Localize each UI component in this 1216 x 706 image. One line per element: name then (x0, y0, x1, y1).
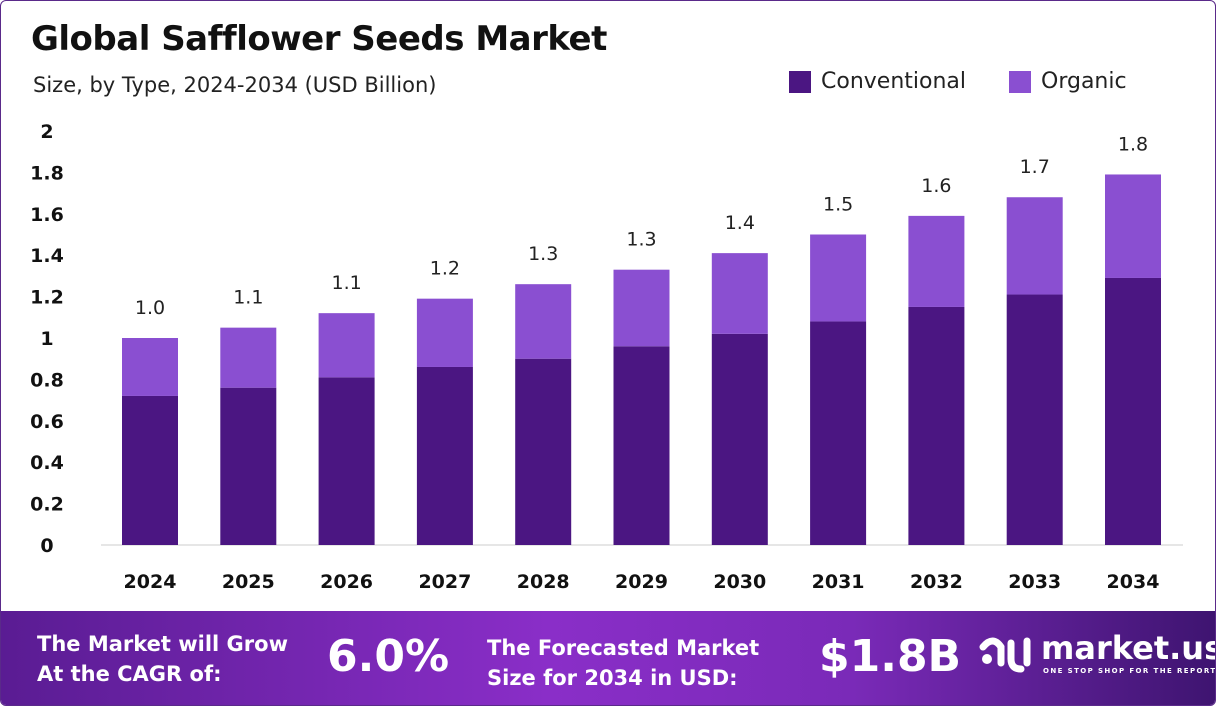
x-tick-label: 2026 (320, 571, 373, 593)
bar-organic-2030 (711, 253, 768, 334)
data-label-2025: 1.1 (233, 287, 263, 309)
x-tick-label: 2030 (713, 571, 766, 593)
bar-conventional-2026 (318, 377, 375, 545)
forecast-label-line1: The Forecasted Market (487, 636, 760, 660)
logo-icon (979, 637, 1031, 673)
y-tick-label: 1.2 (30, 287, 64, 309)
legend-swatch-organic (1009, 70, 1031, 93)
x-tick-label: 2029 (615, 571, 668, 593)
x-tick-label: 2025 (222, 571, 275, 593)
legend-conventional: Conventional (789, 69, 966, 94)
bar-organic-2034 (1105, 174, 1161, 278)
data-label-2027: 1.2 (430, 258, 460, 280)
x-tick-label: 2028 (517, 571, 570, 593)
bar-organic-2026 (318, 313, 375, 378)
legend-label-organic: Organic (1041, 69, 1127, 94)
data-label-2028: 1.3 (528, 243, 558, 265)
bar-organic-2027 (416, 298, 473, 367)
footer-banner: The Market will Grow At the CAGR of: 6.0… (1, 611, 1216, 705)
y-tick-label: 0.4 (30, 452, 64, 474)
forecast-value: $1.8B (819, 631, 962, 682)
bar-conventional-2025 (220, 387, 277, 545)
y-tick-label: 0.2 (30, 494, 64, 516)
chart-subtitle: Size, by Type, 2024-2034 (USD Billion) (33, 73, 437, 97)
bar-organic-2028 (515, 284, 572, 359)
data-label-2032: 1.6 (921, 175, 951, 197)
logo-tagline: ONE STOP SHOP FOR THE REPORTS (1043, 667, 1216, 675)
data-label-2031: 1.5 (823, 194, 853, 216)
legend-label-conventional: Conventional (821, 69, 966, 94)
logo-name: market.us (1041, 629, 1216, 667)
bar-organic-2029 (613, 269, 670, 347)
bar-conventional-2032 (908, 306, 965, 545)
x-tick-label: 2024 (124, 571, 177, 593)
x-tick-label: 2031 (812, 571, 865, 593)
bar-organic-2031 (810, 234, 867, 322)
y-tick-label: 2 (40, 121, 53, 143)
data-label-2034: 1.8 (1118, 133, 1148, 155)
legend-organic: Organic (1009, 69, 1127, 94)
bar-conventional-2024 (122, 395, 178, 545)
bar-conventional-2030 (711, 333, 768, 545)
y-tick-label: 1 (40, 328, 53, 350)
forecast-label-line2: Size for 2034 in USD: (487, 666, 738, 690)
data-label-2029: 1.3 (626, 229, 656, 251)
data-label-2030: 1.4 (725, 212, 755, 234)
x-tick-label: 2034 (1107, 571, 1160, 593)
bar-organic-2025 (220, 327, 277, 388)
y-tick-label: 1.6 (30, 204, 64, 226)
data-label-2033: 1.7 (1020, 156, 1050, 178)
data-label-2026: 1.1 (331, 272, 361, 294)
bar-conventional-2031 (810, 321, 867, 545)
bar-organic-2032 (908, 215, 965, 307)
y-tick-label: 1.4 (30, 245, 64, 267)
cagr-label-line1: The Market will Grow (37, 632, 288, 656)
y-tick-label: 0.6 (30, 411, 64, 433)
bar-conventional-2029 (613, 346, 670, 545)
y-tick-label: 0 (40, 535, 53, 557)
y-tick-label: 0.8 (30, 369, 64, 391)
x-tick-label: 2032 (910, 571, 963, 593)
cagr-label-line2: At the CAGR of: (37, 662, 222, 686)
cagr-value: 6.0% (327, 631, 450, 682)
cagr-label: The Market will Grow At the CAGR of: (37, 629, 288, 689)
legend-swatch-conventional (789, 70, 811, 93)
chart-title: Global Safflower Seeds Market (31, 19, 607, 59)
bar-conventional-2027 (416, 366, 473, 545)
forecast-label: The Forecasted Market Size for 2034 in U… (487, 633, 759, 693)
bar-conventional-2033 (1006, 294, 1063, 545)
bar-organic-2024 (122, 338, 178, 396)
data-label-2024: 1.0 (135, 297, 165, 319)
y-tick-label: 1.8 (30, 162, 64, 184)
x-tick-label: 2027 (418, 571, 471, 593)
bar-conventional-2028 (515, 358, 572, 545)
x-tick-label: 2033 (1008, 571, 1061, 593)
bar-organic-2033 (1006, 197, 1063, 295)
bar-conventional-2034 (1105, 277, 1161, 545)
bar-chart-plot: 0 0.2 0.4 0.6 0.8 1 1.2 1.4 1.6 1.8 2 1.0 2024 1.1 202… (30, 121, 1183, 593)
